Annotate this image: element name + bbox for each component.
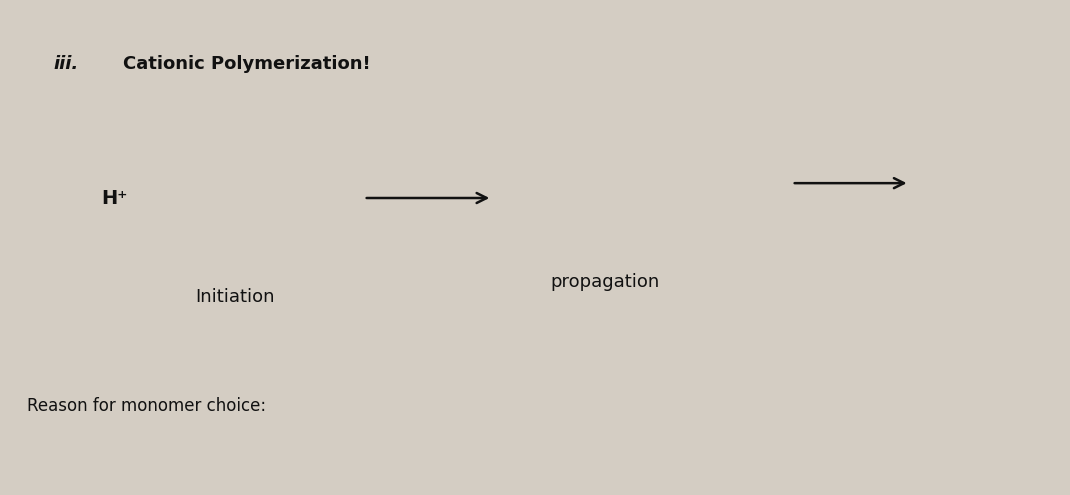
Text: Cationic Polymerization!: Cationic Polymerization! [123, 55, 370, 73]
Text: propagation: propagation [550, 273, 659, 291]
Text: Reason for monomer choice:: Reason for monomer choice: [27, 397, 265, 415]
Text: Initiation: Initiation [196, 288, 275, 306]
Text: iii.: iii. [54, 55, 79, 73]
Text: H⁺: H⁺ [102, 189, 128, 207]
